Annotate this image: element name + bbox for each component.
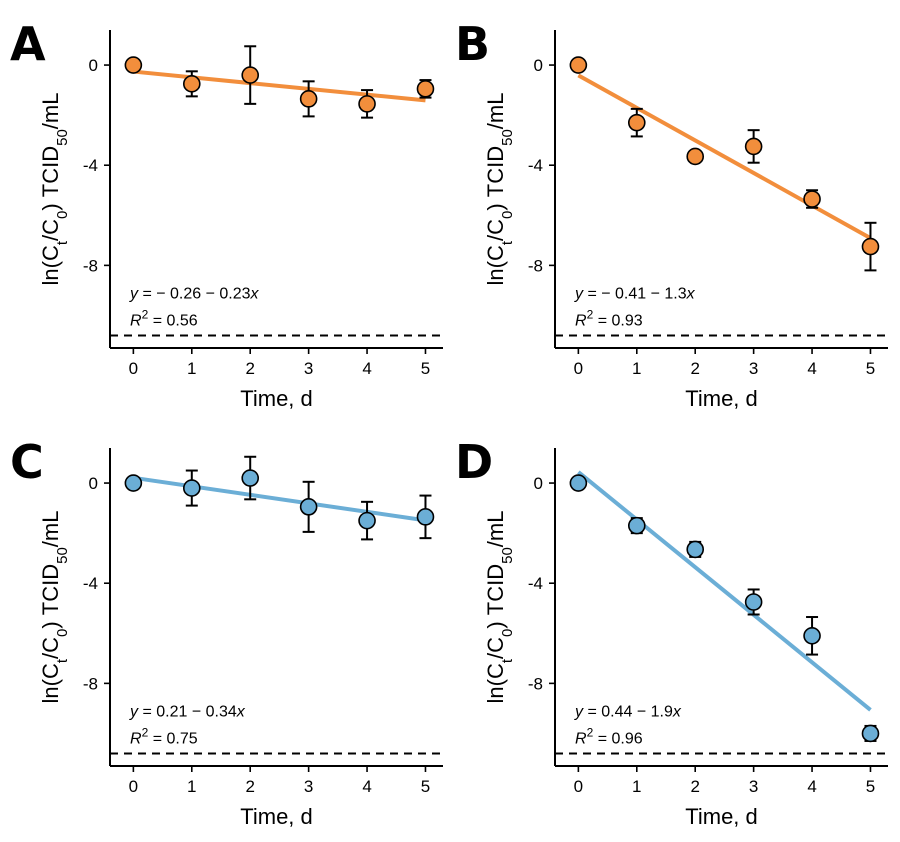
x-tick-label: 0 xyxy=(129,777,138,796)
y-tick-label: 0 xyxy=(534,474,543,493)
y-tick-label: -4 xyxy=(528,156,543,175)
y-axis-title: ln(Ct/C0) TCID50/mL xyxy=(38,511,71,704)
regression-equation: y = 0.21 − 0.34x xyxy=(129,703,246,720)
y-axis-title: ln(Ct/C0) TCID50/mL xyxy=(483,93,516,286)
panel-b: B 0 1 2 3 4 5 0 -4 -8 Time, d ln(Ct/C0) TCID50/mL y … xyxy=(455,17,888,411)
x-tick-label: 0 xyxy=(574,359,583,378)
panel-a: A 0 1 2 3 4 5 0 -4 -8 Time, d ln(Ct/C0) TCID50/mL y … xyxy=(10,17,443,411)
x-axis-title: Time, d xyxy=(685,804,758,829)
x-tick-label: 5 xyxy=(866,359,875,378)
data-point xyxy=(803,626,821,645)
x-tick-label: 4 xyxy=(807,777,816,796)
data-point xyxy=(569,56,588,74)
panel-c: C 0 1 2 3 4 5 0 -4 -8 Time, d ln(Ct/C0) TCID50/mL y … xyxy=(10,435,443,829)
x-tick-label: 0 xyxy=(129,359,138,378)
regression-equation: y = − 0.41 − 1.3x xyxy=(574,285,696,302)
panel-d: D 0 1 2 3 4 5 0 -4 -8 Time, d ln(Ct/C0) TCID50/mL y … xyxy=(455,435,888,829)
data-point xyxy=(182,75,201,93)
data-point xyxy=(416,80,435,98)
x-tick-label: 1 xyxy=(632,777,641,796)
y-tick-label: -8 xyxy=(528,674,543,693)
r-squared: R2 = 0.96 xyxy=(575,725,643,747)
x-tick-label: 4 xyxy=(807,359,816,378)
x-tick-label: 1 xyxy=(187,777,196,796)
x-tick-label: 2 xyxy=(690,777,699,796)
y-tick-label: -4 xyxy=(83,574,98,593)
data-point xyxy=(182,479,201,497)
data-point xyxy=(241,66,260,84)
data-point xyxy=(569,474,588,492)
data-point xyxy=(686,147,705,166)
r-squared: R2 = 0.56 xyxy=(130,307,198,329)
data-point xyxy=(416,508,435,526)
regression-equation: y = 0.44 − 1.9x xyxy=(574,703,682,720)
y-axis-title: ln(Ct/C0) TCID50/mL xyxy=(38,93,71,286)
y-tick-label: -4 xyxy=(528,574,543,593)
x-axis-title: Time, d xyxy=(685,386,758,411)
data-point xyxy=(744,137,763,156)
x-tick-label: 5 xyxy=(421,359,430,378)
x-axis-title: Time, d xyxy=(240,804,313,829)
data-point xyxy=(358,511,376,530)
data-point xyxy=(744,593,763,611)
x-tick-label: 3 xyxy=(304,359,313,378)
x-tick-label: 3 xyxy=(749,777,758,796)
regression-equation: y = − 0.26 − 0.23x xyxy=(129,285,260,302)
x-tick-label: 5 xyxy=(421,777,430,796)
regression-line xyxy=(577,73,872,240)
x-tick-label: 2 xyxy=(245,359,254,378)
x-tick-label: 0 xyxy=(574,777,583,796)
data-point xyxy=(358,95,376,113)
regression-line xyxy=(133,475,426,523)
x-axis-title: Time, d xyxy=(240,386,313,411)
data-point xyxy=(241,469,260,487)
x-tick-label: 1 xyxy=(187,359,196,378)
y-tick-label: -8 xyxy=(83,674,98,693)
data-point xyxy=(124,474,143,492)
y-tick-label: -8 xyxy=(528,256,543,275)
x-tick-label: 3 xyxy=(749,359,758,378)
panel-letter: A xyxy=(10,17,46,71)
x-tick-label: 2 xyxy=(690,359,699,378)
x-tick-label: 5 xyxy=(866,777,875,796)
data-point xyxy=(861,237,880,256)
data-point xyxy=(861,724,880,743)
regression-line xyxy=(577,470,872,712)
data-point xyxy=(299,498,318,516)
data-point xyxy=(627,516,646,535)
panel-letter: C xyxy=(10,435,44,489)
x-tick-label: 4 xyxy=(362,777,371,796)
regression-line xyxy=(133,69,426,103)
data-point xyxy=(627,113,646,132)
panel-letter: B xyxy=(455,17,490,71)
r-squared: R2 = 0.93 xyxy=(575,307,643,329)
y-tick-label: 0 xyxy=(89,56,98,75)
y-axis-title: ln(Ct/C0) TCID50/mL xyxy=(483,511,516,704)
data-point xyxy=(124,56,143,74)
panel-letter: D xyxy=(455,435,493,489)
y-tick-label: -8 xyxy=(83,256,98,275)
x-tick-label: 3 xyxy=(304,777,313,796)
y-tick-label: 0 xyxy=(89,474,98,493)
data-point xyxy=(803,190,821,208)
x-tick-label: 4 xyxy=(362,359,371,378)
x-tick-label: 2 xyxy=(245,777,254,796)
r-squared: R2 = 0.75 xyxy=(130,725,198,747)
y-tick-label: -4 xyxy=(83,156,98,175)
x-tick-label: 1 xyxy=(632,359,641,378)
y-tick-label: 0 xyxy=(534,56,543,75)
data-point xyxy=(686,540,705,559)
data-point xyxy=(299,90,318,108)
